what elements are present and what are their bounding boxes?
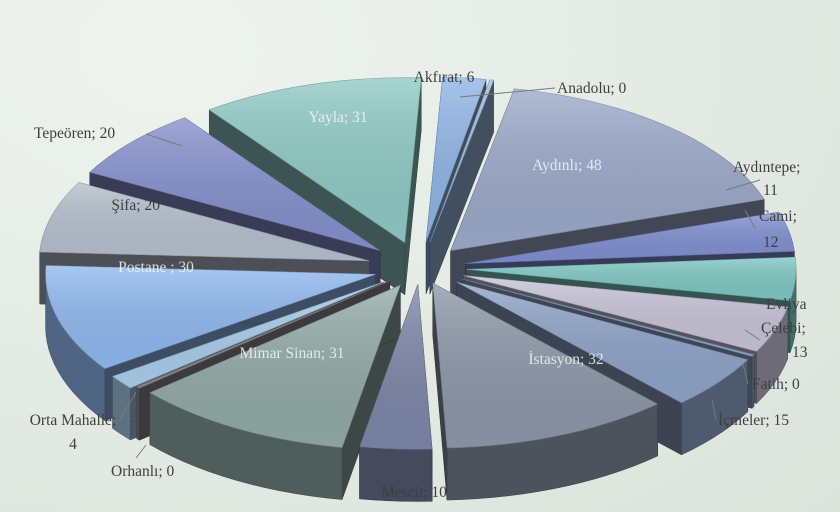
- data-label-orhanli: Orhanlı; 0: [111, 463, 175, 480]
- leader-line-anadolu: [459, 87, 556, 98]
- data-label-postane: Postane ; 30: [118, 259, 194, 276]
- pie-slice-i-stasyon: [432, 282, 659, 501]
- data-label-sifa: Şifa; 20: [111, 197, 160, 214]
- data-label-aydintepe: Aydıntepe; 11: [733, 159, 800, 199]
- data-label-cami: Cami; 12: [759, 208, 797, 251]
- leader-line-orhanli: [135, 444, 147, 459]
- pie-slice-mescit: [359, 284, 433, 502]
- data-label-fatih: Fatih; 0: [752, 376, 800, 393]
- data-label-anadolu: Anadolu; 0: [557, 80, 627, 97]
- leader-line-tepeoren: [145, 133, 183, 147]
- data-label-akfirat: Akfırat; 6: [414, 69, 475, 86]
- leader-line-aydintepe: [725, 179, 761, 191]
- pie-slice-mimar-sinan: [149, 284, 401, 500]
- data-label-mescit: Mescit; 10: [381, 484, 447, 501]
- pie-slice-anadolu: [429, 79, 495, 295]
- data-label-aydinli: Aydınlı; 48: [532, 157, 602, 174]
- leader-line-cami: [744, 209, 756, 229]
- leader-line-evliya-celebi: [744, 329, 761, 341]
- data-label-orta-mahalle: Orta Mahalle; 4: [30, 412, 117, 453]
- data-label-mimar-sinan: Mimar Sinan; 31: [239, 345, 344, 362]
- data-label-i-cmeler: İçmeler; 15: [718, 412, 789, 429]
- data-label-evliya-celebi: Evliya Çelebi; 13: [761, 296, 808, 361]
- leader-line-orta-mahalle: [119, 391, 137, 421]
- leader-line-fatih: [742, 363, 749, 385]
- data-label-i-stasyon: İstasyon; 32: [528, 351, 603, 368]
- data-label-yayla: Yayla; 31: [308, 109, 367, 126]
- data-label-tepeoren: Tepeören; 20: [34, 125, 115, 142]
- leader-line-i-cmeler: [711, 399, 717, 421]
